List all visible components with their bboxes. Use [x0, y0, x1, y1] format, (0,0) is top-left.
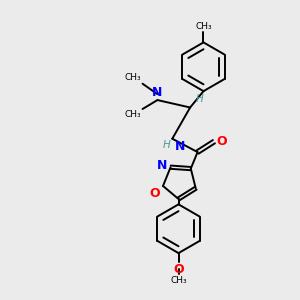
Text: N: N [157, 159, 167, 172]
Text: CH₃: CH₃ [195, 22, 212, 31]
Text: H: H [163, 140, 171, 150]
Text: O: O [216, 135, 227, 148]
Text: CH₃: CH₃ [124, 73, 141, 82]
Text: H: H [196, 94, 203, 104]
Text: CH₃: CH₃ [170, 276, 187, 285]
Text: O: O [173, 263, 184, 277]
Text: N: N [175, 140, 185, 153]
Text: CH₃: CH₃ [124, 110, 141, 119]
Text: O: O [149, 188, 160, 200]
Text: N: N [152, 85, 163, 99]
